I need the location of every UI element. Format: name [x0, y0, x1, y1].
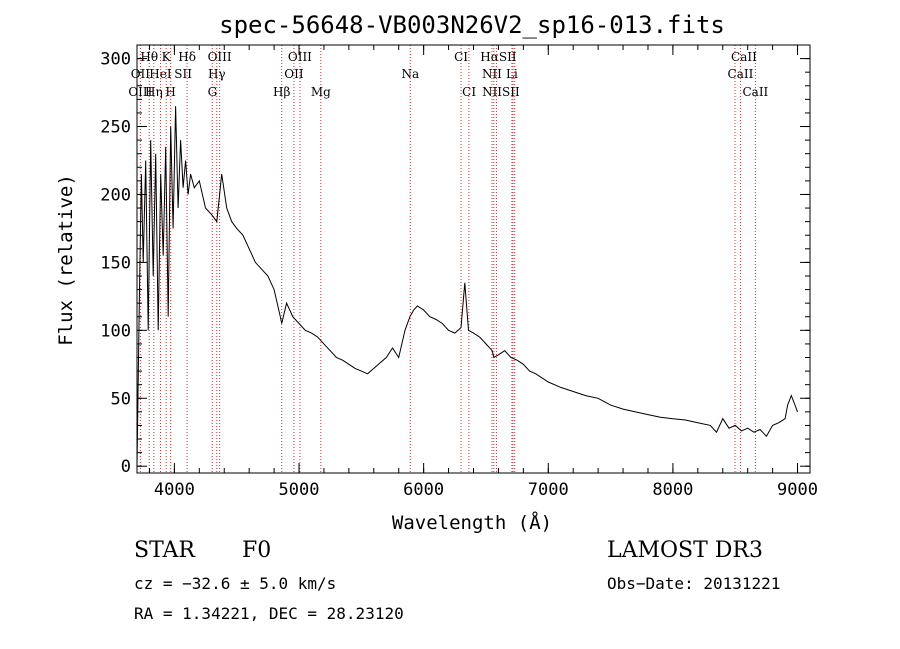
y-tick-label: 200 [100, 185, 131, 205]
y-tick-label: 100 [100, 321, 131, 341]
y-tick-label: 300 [100, 50, 131, 70]
chart-title: spec-56648-VB003N26V2_sp16-013.fits [219, 11, 725, 39]
object-subclass: F0 [242, 538, 272, 563]
line-label: H [165, 85, 175, 99]
line-label: Hβ [273, 85, 290, 99]
line-label: CI [454, 50, 468, 64]
line-label: OIII [208, 50, 232, 64]
line-label: OII [131, 67, 151, 81]
redshift-velocity: cz = −32.6 ± 5.0 km/s [134, 574, 337, 593]
plot-frame [136, 44, 811, 474]
survey-name: LAMOST DR3 [607, 538, 763, 563]
line-label: Hγ [208, 67, 226, 81]
line-label: HeI [149, 67, 172, 81]
line-label: G [208, 85, 218, 99]
line-label: OII [284, 67, 304, 81]
y-tick-label: 150 [100, 253, 131, 273]
y-tick-label: 0 [121, 457, 131, 477]
line-label: Hθ [140, 50, 158, 64]
y-axis-label: Flux (relative) [55, 174, 77, 346]
y-tick-label: 250 [100, 118, 131, 138]
line-label: OIII [128, 85, 152, 99]
line-label: Li [506, 67, 518, 81]
line-label: NIISII [482, 85, 520, 99]
x-tick-label: 9000 [777, 480, 818, 500]
sky-coordinates: RA = 1.34221, DEC = 28.23120 [134, 604, 404, 623]
observation-date: Obs−Date: 20131221 [607, 574, 781, 593]
x-tick-label: 7000 [528, 480, 569, 500]
object-class: STAR [134, 538, 195, 563]
line-label: CaII [742, 85, 768, 99]
line-label: SII [174, 67, 192, 81]
x-axis-label: Wavelength (Å) [392, 511, 552, 534]
flux-series-line [136, 106, 798, 467]
line-label: CaII [728, 67, 754, 81]
line-label: CI [462, 85, 476, 99]
line-label: Hη [145, 85, 163, 99]
y-tick-label: 50 [111, 389, 131, 409]
line-label: Na [401, 67, 419, 81]
x-tick-label: 8000 [652, 480, 693, 500]
emission-line-markers [139, 45, 756, 473]
x-tick-label: 5000 [279, 480, 320, 500]
line-label: Mg [311, 85, 331, 99]
x-tick-label: 6000 [403, 480, 444, 500]
line-label: CaII [731, 50, 757, 64]
line-label: Hδ [178, 50, 196, 64]
line-label: HαSII [480, 50, 517, 64]
line-label: OIII [288, 50, 312, 64]
x-tick-label: 4000 [154, 480, 195, 500]
line-label: NII [482, 67, 502, 81]
axis-ticks: 4000 5000 6000 7000 8000 9000 0 50 100 150 200 250 3… [100, 45, 818, 500]
line-label: K [162, 50, 172, 64]
